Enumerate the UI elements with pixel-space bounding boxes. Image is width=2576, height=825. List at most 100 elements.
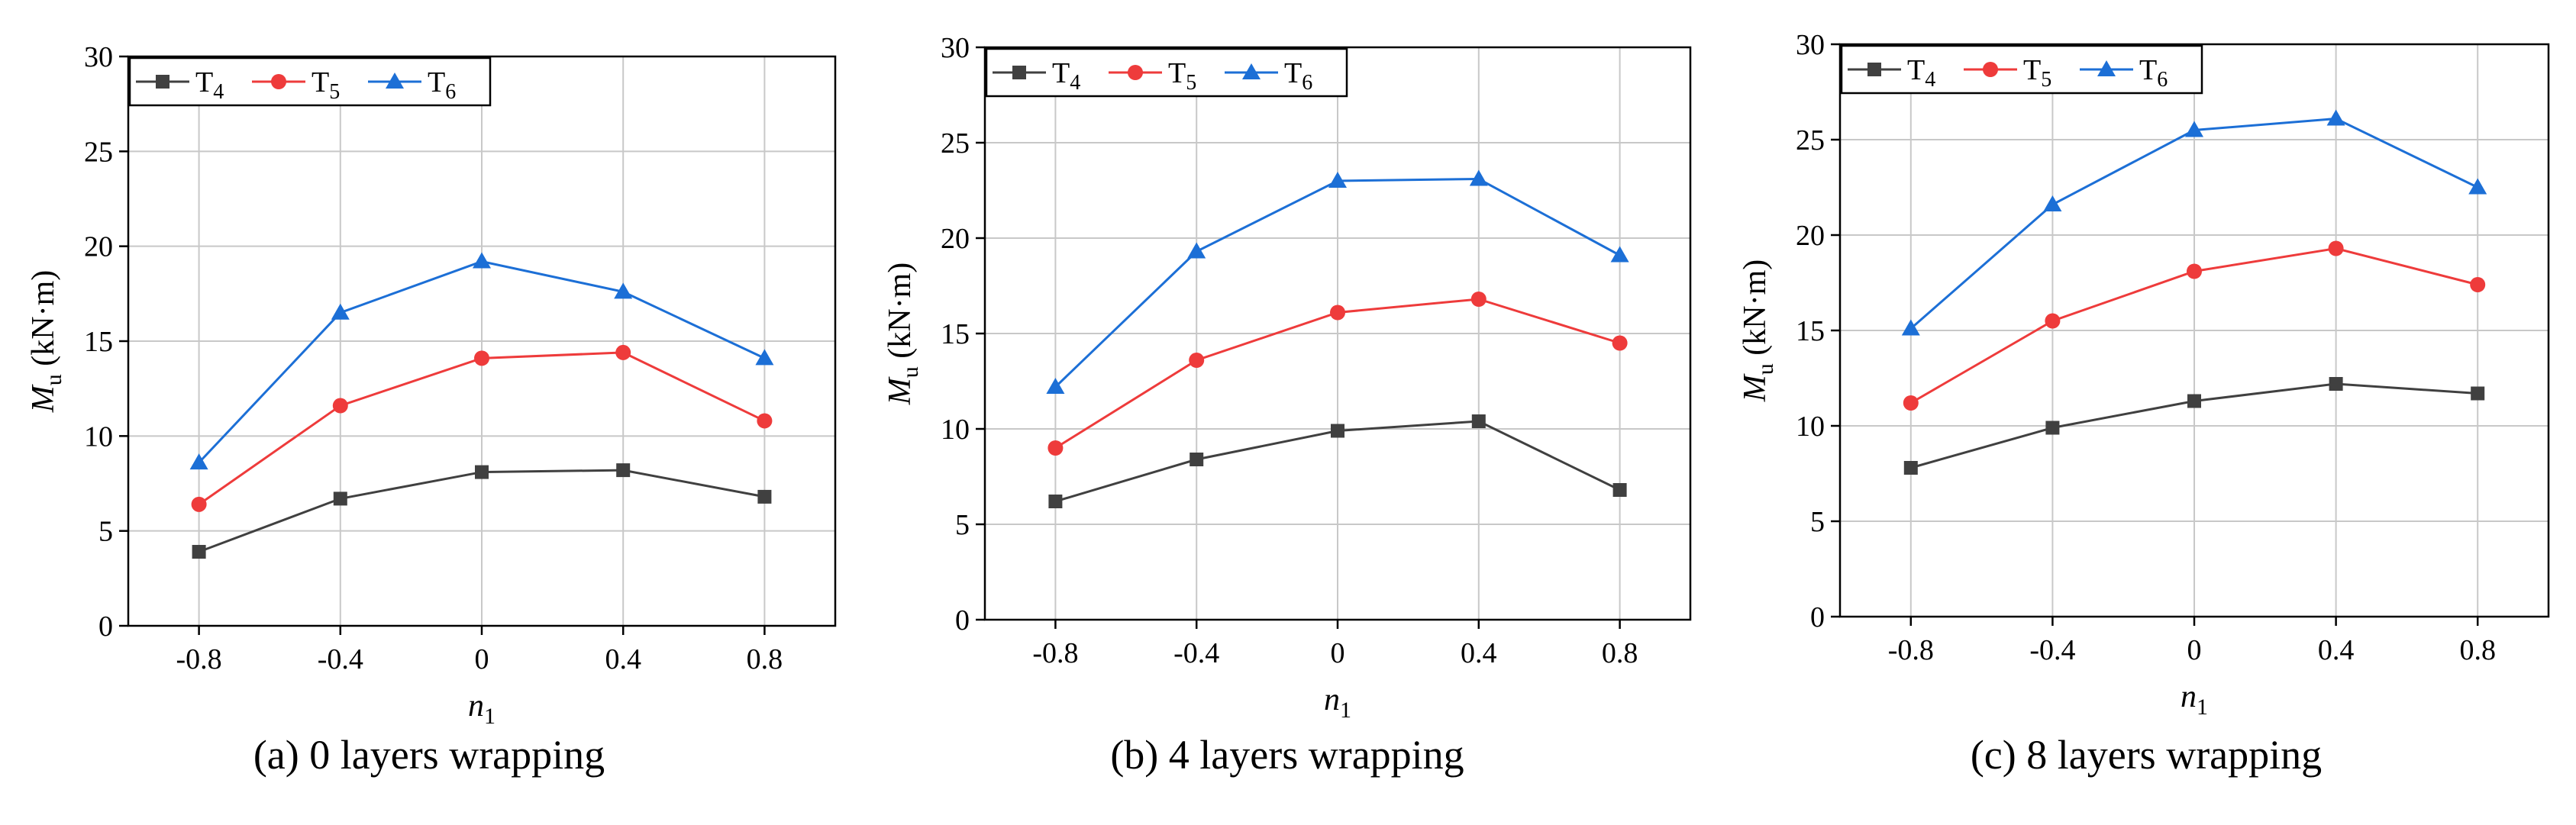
y-tick-label-c-1: 5 — [1810, 506, 1825, 538]
chart-caption-c: (c) 8 layers wrapping — [1970, 732, 2323, 778]
legend-b — [985, 47, 1348, 98]
legend-marker-a-T4 — [156, 75, 169, 89]
data-point-c-T4-4 — [2471, 386, 2485, 401]
legend-marker-c-T6 — [2097, 60, 2116, 76]
chart-caption-a: (a) 0 layers wrapping — [253, 732, 605, 778]
x-tick-label-b-3: 0.4 — [1461, 637, 1497, 669]
y-tick-label-b-0: 0 — [955, 604, 970, 636]
chart-panel-b: 0 5 10 15 20 25 30 -0.8 -0.4 0 0.4 0.8 n1 Mu (kN·m) T4… — [858, 0, 1716, 825]
data-point-b-T4-1 — [1190, 453, 1204, 466]
legend-marker-c-T5 — [1983, 62, 1998, 77]
y-axis-label-a: Mu (kN·m) — [26, 270, 66, 413]
y-tick-label-b-3: 15 — [941, 318, 970, 350]
y-tick-label-c-0: 0 — [1810, 601, 1825, 633]
y-tick-label-b-4: 20 — [941, 223, 970, 255]
x-axis-label-c: n1 — [2181, 679, 2208, 720]
y-tick-label-a-5: 25 — [84, 136, 113, 168]
data-point-c-T5-0 — [1903, 395, 1919, 411]
data-point-c-T6-0 — [1901, 319, 1920, 336]
chart-panel-a: 0 5 10 15 20 25 30 -0.8 -0.4 0 0.4 0.8 n1 Mu (kN·m) T4… — [0, 0, 858, 825]
x-tick-label-b-1: -0.4 — [1173, 637, 1219, 669]
x-tick-label-c-4: 0.8 — [2459, 634, 2496, 666]
y-tick-label-a-4: 20 — [84, 231, 113, 263]
x-tick-label-a-0: -0.8 — [176, 643, 222, 675]
data-point-c-T4-2 — [2187, 394, 2201, 408]
data-point-b-T4-0 — [1048, 495, 1063, 508]
data-point-b-T6-1 — [1187, 242, 1206, 259]
data-point-a-T6-0 — [189, 453, 208, 470]
data-point-c-T4-3 — [2329, 377, 2343, 391]
data-point-b-T5-1 — [1189, 353, 1205, 368]
data-point-a-T5-4 — [757, 413, 773, 429]
data-point-b-T6-4 — [1610, 246, 1629, 263]
legend-label-a-T4: T4 — [195, 66, 224, 104]
x-tick-label-b-2: 0 — [1331, 637, 1345, 669]
legend-marker-a-T5 — [271, 74, 286, 89]
legend-label-b-T5: T5 — [1168, 57, 1196, 95]
data-point-a-T4-0 — [192, 545, 206, 559]
data-point-a-T6-2 — [473, 252, 491, 269]
data-point-c-T6-1 — [2043, 195, 2062, 211]
data-point-c-T5-2 — [2187, 263, 2202, 279]
x-tick-label-a-3: 0.4 — [605, 643, 641, 675]
x-tick-label-c-2: 0 — [2187, 634, 2202, 666]
data-point-a-T6-3 — [614, 282, 633, 299]
data-point-c-T5-1 — [2045, 313, 2061, 329]
data-point-c-T5-4 — [2470, 277, 2486, 292]
x-tick-label-a-2: 0 — [475, 643, 489, 675]
data-point-a-T5-3 — [615, 344, 631, 360]
y-tick-label-a-0: 0 — [98, 611, 113, 643]
legend-marker-a-T6 — [386, 73, 404, 89]
y-tick-label-c-6: 30 — [1796, 29, 1825, 61]
data-point-b-T4-4 — [1612, 483, 1627, 497]
y-tick-label-a-2: 10 — [84, 421, 113, 453]
legend-label-a-T6: T6 — [428, 66, 456, 104]
y-tick-label-c-4: 20 — [1796, 220, 1825, 252]
data-point-b-T5-3 — [1470, 292, 1487, 307]
data-point-a-T5-2 — [474, 350, 489, 366]
legend-a — [128, 56, 492, 107]
legend-label-c-T6: T6 — [2139, 54, 2168, 92]
y-tick-label-a-1: 5 — [98, 516, 113, 548]
x-tick-label-a-4: 0.8 — [747, 643, 783, 675]
y-tick-label-b-2: 10 — [941, 414, 970, 446]
y-tick-label-a-3: 15 — [84, 326, 113, 358]
x-tick-label-b-0: -0.8 — [1032, 637, 1078, 669]
chart-b: 0 5 10 15 20 25 30 -0.8 -0.4 0 0.4 0.8 n1 Mu (kN·m) T4… — [883, 32, 1692, 723]
y-tick-label-b-1: 5 — [955, 509, 970, 541]
data-point-b-T6-2 — [1328, 172, 1347, 188]
data-point-c-T6-4 — [2468, 178, 2487, 195]
legend-c — [1840, 44, 2203, 95]
x-tick-label-c-1: -0.4 — [2029, 634, 2075, 666]
data-point-a-T4-2 — [475, 465, 489, 479]
y-tick-label-b-6: 30 — [941, 32, 970, 64]
chart-c: 0 5 10 15 20 25 30 -0.8 -0.4 0 0.4 0.8 n1 Mu (kN·m) T4… — [1738, 29, 2550, 720]
data-point-a-T5-1 — [332, 398, 348, 414]
data-point-c-T6-3 — [2326, 109, 2345, 126]
x-tick-label-c-3: 0.4 — [2318, 634, 2355, 666]
data-point-a-T5-0 — [191, 496, 207, 512]
data-point-b-T6-0 — [1046, 378, 1065, 394]
data-point-c-T5-3 — [2328, 240, 2344, 256]
data-point-a-T4-3 — [616, 463, 631, 478]
x-axis-label-b: n1 — [1324, 682, 1351, 723]
chart-caption-b: (b) 4 layers wrapping — [1110, 732, 1464, 778]
legend-marker-b-T4 — [1012, 66, 1026, 79]
data-point-b-T6-3 — [1469, 169, 1488, 186]
legend-label-b-T6: T6 — [1284, 57, 1312, 95]
y-tick-label-c-3: 15 — [1796, 315, 1825, 347]
legend-label-a-T5: T5 — [312, 66, 340, 104]
chart-panel-c: 0 5 10 15 20 25 30 -0.8 -0.4 0 0.4 0.8 n1 Mu (kN·m) T4… — [1716, 0, 2576, 825]
chart-a: 0 5 10 15 20 25 30 -0.8 -0.4 0 0.4 0.8 n1 Mu (kN·m) T4… — [26, 41, 837, 729]
data-point-c-T4-0 — [1903, 461, 1918, 475]
x-axis-label-a: n1 — [468, 688, 496, 729]
y-tick-label-b-5: 25 — [941, 127, 970, 160]
data-point-b-T5-2 — [1330, 305, 1345, 321]
data-point-a-T6-1 — [331, 303, 350, 320]
data-point-a-T4-1 — [333, 491, 347, 506]
data-point-b-T4-3 — [1471, 414, 1486, 428]
x-tick-label-c-0: -0.8 — [1888, 634, 1934, 666]
legend-label-b-T4: T4 — [1052, 57, 1080, 95]
legend-label-c-T5: T5 — [2023, 54, 2051, 92]
y-axis-label-b: Mu (kN·m) — [883, 263, 923, 405]
